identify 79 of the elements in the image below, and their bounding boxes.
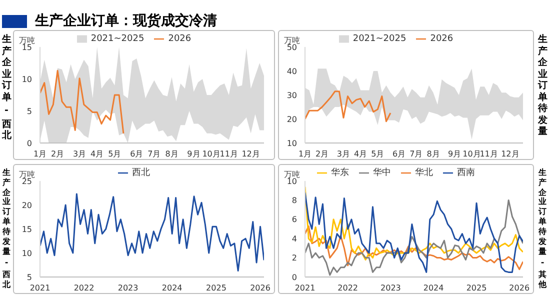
x-tick-label: 8月 <box>426 150 440 159</box>
chart-title: 生产企业订单待发量 - 西北 <box>2 168 10 290</box>
y-tick-label: 20 <box>22 200 32 210</box>
chart-title: 生产企业订单待发量 <box>538 34 547 137</box>
x-tick-label: 2月 <box>51 150 64 159</box>
x-tick-label: 7月 <box>410 150 423 159</box>
x-tick-label: 1月 <box>298 150 312 159</box>
x-tick-label: 7月 <box>148 150 161 159</box>
line-series <box>40 70 124 134</box>
y-tick-label: 8 <box>292 196 297 206</box>
x-tick-label: 2023 <box>380 284 401 293</box>
x-tick-label: 4月 <box>354 150 368 159</box>
chart-title: 生产企业订单 - 西北 <box>2 34 11 141</box>
x-tick-label: 2025 <box>466 284 487 293</box>
line-series <box>305 225 523 270</box>
legend-label: 华东 <box>331 168 349 178</box>
y-tick-label: 2 <box>292 254 297 263</box>
x-tick-label: 12月 <box>501 150 520 159</box>
x-tick-label: 8月 <box>165 150 178 159</box>
y-axis-title: 万吨 <box>19 169 35 179</box>
y-tick-label: 50 <box>286 42 297 52</box>
legend-label: 华北 <box>415 168 433 178</box>
legend-label: 华中 <box>373 168 391 178</box>
x-tick-label: 11月 <box>220 150 238 159</box>
line-series <box>305 90 392 122</box>
y-tick-label: 10 <box>286 176 297 186</box>
legend-label: 2026 <box>168 34 192 44</box>
x-tick-label: 6月 <box>392 150 406 159</box>
y-tick-label: 0 <box>26 138 32 148</box>
x-tick-label: 2022 <box>338 284 358 293</box>
x-tick-label: 9月 <box>187 150 200 159</box>
x-tick-label: 6月 <box>130 150 144 159</box>
x-tick-label: 2023 <box>118 284 138 293</box>
line-series <box>305 186 523 260</box>
x-tick-label: 2026 <box>250 284 270 293</box>
y-axis-title: 万吨 <box>284 35 300 45</box>
legend-label: 西南 <box>457 168 475 178</box>
x-tick-label: 2021 <box>30 284 50 293</box>
y-tick-label: 10 <box>22 248 32 258</box>
x-tick-label: 2024 <box>423 284 444 293</box>
x-tick-label: 3月 <box>336 150 350 159</box>
x-tick-label: 5月 <box>371 150 384 159</box>
x-tick-label: 2025 <box>206 284 226 293</box>
y-tick-label: 0 <box>292 272 297 282</box>
x-tick-label: 10月 <box>202 150 220 159</box>
line-series <box>40 193 264 272</box>
x-tick-label: 9月 <box>448 150 462 159</box>
x-tick-label: 3月 <box>72 150 86 159</box>
legend-label: 2021~2025 <box>90 34 144 44</box>
y-tick-label: 30 <box>286 90 297 100</box>
y-tick-label: 25 <box>22 176 32 186</box>
legend-label: 西北 <box>132 168 150 178</box>
legend-label: 2026 <box>430 34 454 44</box>
y-tick-label: 40 <box>286 66 297 76</box>
legend-label: 2021~2025 <box>352 34 406 44</box>
y-tick-label: 20 <box>286 114 297 124</box>
x-tick-label: 11月 <box>480 150 498 159</box>
x-tick-label: 2021 <box>294 284 316 293</box>
x-tick-label: 2月 <box>316 150 329 159</box>
y-axis-title: 万吨 <box>19 35 35 45</box>
x-tick-label: 2024 <box>162 284 182 293</box>
y-tick-label: 15 <box>22 42 32 52</box>
y-axis-title: 万吨 <box>284 169 300 179</box>
y-tick-label: 10 <box>286 138 297 148</box>
x-tick-label: 12月 <box>242 150 260 159</box>
x-tick-label: 1月 <box>33 150 47 159</box>
x-tick-label: 4月 <box>90 150 104 159</box>
y-tick-label: 4 <box>292 234 297 244</box>
x-tick-label: 2022 <box>74 284 94 293</box>
y-tick-label: 5 <box>26 272 32 282</box>
chart-title: 生产企业订单待发量 - 其他 <box>538 168 546 290</box>
x-tick-label: 10月 <box>462 150 481 159</box>
y-tick-label: 10 <box>22 74 32 84</box>
y-tick-label: 15 <box>22 224 32 234</box>
text: 生产企业订单：现货成交冷清 <box>35 12 217 30</box>
x-tick-label: 2026 <box>509 284 530 293</box>
x-tick-label: 5月 <box>108 150 122 159</box>
y-tick-label: 5 <box>26 106 32 116</box>
y-tick-label: 6 <box>292 215 297 224</box>
